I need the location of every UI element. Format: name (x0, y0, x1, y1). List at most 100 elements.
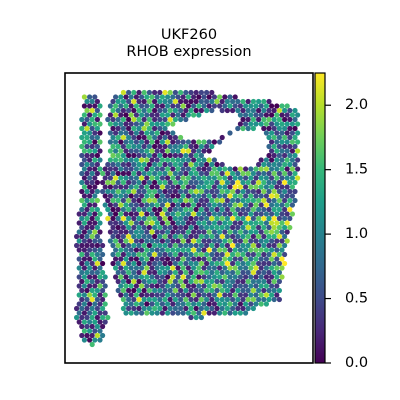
spot (227, 184, 233, 190)
spot (183, 278, 189, 285)
spot (191, 175, 197, 181)
spot (185, 265, 191, 271)
spot (201, 238, 207, 244)
spot (287, 224, 293, 231)
spot (107, 166, 113, 172)
spot (201, 229, 207, 235)
spot (165, 265, 171, 271)
spot (87, 238, 93, 244)
spot (175, 220, 181, 226)
spot (198, 296, 204, 303)
spot (84, 260, 90, 267)
spot (258, 112, 264, 118)
spot (133, 112, 139, 118)
spot (144, 121, 150, 127)
spot (237, 184, 243, 190)
spot (271, 296, 277, 303)
spot (146, 251, 152, 258)
spot (263, 121, 269, 127)
spot (87, 157, 93, 163)
spot (198, 278, 204, 285)
spot (123, 157, 129, 163)
spot (136, 161, 142, 168)
spot (224, 188, 230, 195)
spot (79, 242, 85, 249)
spot (139, 175, 145, 181)
spot (214, 179, 220, 186)
spot (76, 220, 82, 226)
spot (224, 98, 230, 105)
spot (152, 224, 158, 231)
spot (269, 202, 275, 208)
spot (250, 278, 256, 285)
spot (209, 197, 215, 204)
spot (126, 107, 132, 114)
spot (157, 161, 163, 168)
spot (276, 260, 282, 267)
spot (263, 202, 269, 208)
spot (89, 278, 95, 285)
spot (79, 287, 85, 294)
spot (240, 251, 246, 258)
spot (149, 103, 155, 109)
spot (235, 125, 241, 132)
spot (105, 197, 111, 204)
spot (250, 170, 256, 177)
spot (269, 175, 275, 181)
spot (136, 116, 142, 123)
spot (232, 103, 238, 109)
spot (154, 103, 160, 109)
spot (100, 305, 106, 312)
spot (183, 179, 189, 186)
spot (180, 148, 186, 154)
spot (79, 206, 85, 213)
spot (279, 238, 285, 244)
spot (102, 184, 108, 190)
spot (206, 265, 212, 271)
spot (107, 229, 113, 235)
spot (152, 269, 158, 276)
spot (219, 305, 225, 312)
spot (206, 247, 212, 253)
spot (230, 170, 236, 177)
spot (274, 211, 280, 217)
spot (183, 305, 189, 312)
spot (170, 256, 176, 262)
spot (105, 188, 111, 195)
spot (144, 247, 150, 253)
spot (115, 278, 121, 285)
spot (284, 103, 290, 109)
spot (107, 238, 113, 244)
spot (172, 188, 178, 195)
spot (136, 134, 142, 141)
spot (183, 242, 189, 249)
spot (211, 202, 217, 208)
spot (250, 260, 256, 267)
spot (123, 130, 129, 136)
spot (131, 305, 137, 312)
spot (157, 188, 163, 195)
spot (87, 310, 93, 316)
spot (144, 220, 150, 226)
spot (198, 251, 204, 258)
spot (232, 202, 238, 208)
spot (237, 229, 243, 235)
spot (144, 184, 150, 190)
spot (172, 296, 178, 303)
spot (167, 179, 173, 186)
spot (115, 152, 121, 159)
spot (271, 116, 277, 123)
spot (128, 112, 134, 118)
spot (167, 188, 173, 195)
spot (266, 116, 272, 123)
spot (183, 98, 189, 105)
spot (266, 197, 272, 204)
spot (185, 184, 191, 190)
spot (274, 103, 280, 109)
spot (84, 233, 90, 240)
spot (159, 292, 165, 298)
spot (243, 274, 249, 280)
spot (115, 107, 121, 114)
spot (123, 292, 129, 298)
spot (188, 260, 194, 267)
